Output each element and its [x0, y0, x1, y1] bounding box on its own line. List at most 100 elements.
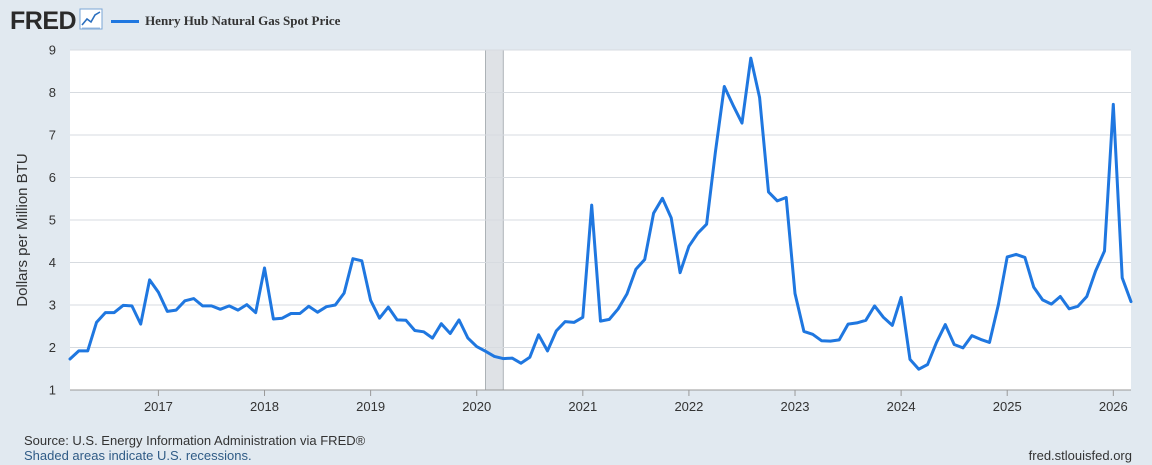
data-point[interactable] — [811, 333, 814, 336]
data-point[interactable] — [590, 203, 593, 207]
data-point[interactable] — [422, 330, 425, 333]
data-point[interactable] — [537, 333, 540, 336]
data-point[interactable] — [298, 312, 302, 315]
data-point[interactable] — [351, 257, 355, 260]
data-point[interactable] — [740, 121, 744, 125]
data-point[interactable] — [776, 199, 779, 203]
data-point[interactable] — [192, 297, 195, 300]
data-point[interactable] — [166, 310, 169, 313]
data-point[interactable] — [926, 363, 929, 366]
data-point[interactable] — [1067, 307, 1071, 310]
data-point[interactable] — [510, 356, 514, 360]
data-point[interactable] — [705, 223, 708, 226]
data-point[interactable] — [731, 104, 735, 107]
data-point[interactable] — [272, 317, 275, 321]
data-point[interactable] — [687, 245, 691, 248]
data-point[interactable] — [254, 311, 257, 314]
data-point[interactable] — [749, 56, 752, 60]
data-point[interactable] — [617, 307, 620, 310]
data-point[interactable] — [546, 349, 549, 353]
data-point[interactable] — [519, 362, 523, 365]
data-point[interactable] — [1014, 253, 1018, 256]
data-point[interactable] — [1121, 276, 1124, 279]
data-point[interactable] — [555, 329, 558, 333]
data-point[interactable] — [484, 350, 487, 353]
data-point[interactable] — [219, 308, 222, 311]
data-point[interactable] — [502, 357, 505, 360]
data-point[interactable] — [369, 299, 372, 302]
data-point[interactable] — [563, 320, 567, 323]
data-point[interactable] — [581, 316, 584, 319]
data-point[interactable] — [183, 299, 187, 302]
data-point[interactable] — [457, 318, 461, 322]
data-point[interactable] — [307, 305, 310, 308]
data-point[interactable] — [997, 303, 1000, 306]
data-point[interactable] — [829, 339, 832, 343]
recession-note[interactable]: Shaded areas indicate U.S. recessions. — [24, 448, 252, 463]
data-point[interactable] — [899, 296, 903, 299]
data-point[interactable] — [201, 304, 204, 308]
data-point[interactable] — [1103, 249, 1106, 253]
data-point[interactable] — [449, 332, 452, 335]
data-point[interactable] — [599, 319, 602, 323]
data-point[interactable] — [661, 197, 664, 200]
data-point[interactable] — [970, 334, 974, 337]
data-point[interactable] — [395, 318, 399, 322]
data-point[interactable] — [917, 368, 920, 371]
data-point[interactable] — [608, 318, 611, 321]
data-point[interactable] — [431, 336, 434, 340]
data-point[interactable] — [802, 330, 806, 333]
data-point[interactable] — [1076, 305, 1080, 308]
data-point[interactable] — [121, 304, 125, 307]
data-point[interactable] — [413, 329, 416, 332]
data-point[interactable] — [908, 358, 912, 361]
data-point[interactable] — [1129, 300, 1133, 303]
data-point[interactable] — [935, 341, 938, 344]
data-point[interactable] — [643, 258, 646, 261]
data-point[interactable] — [1094, 269, 1097, 273]
data-point[interactable] — [113, 311, 116, 314]
data-point[interactable] — [979, 338, 982, 341]
data-point[interactable] — [723, 85, 726, 88]
data-point[interactable] — [1085, 295, 1089, 298]
data-point[interactable] — [846, 322, 850, 326]
data-point[interactable] — [714, 150, 717, 154]
data-point[interactable] — [953, 343, 956, 346]
data-point[interactable] — [961, 346, 965, 350]
data-point[interactable] — [652, 212, 655, 215]
data-point[interactable] — [625, 292, 629, 296]
legend-label[interactable]: Henry Hub Natural Gas Spot Price — [145, 13, 341, 28]
data-point[interactable] — [1032, 285, 1035, 289]
data-point[interactable] — [148, 278, 151, 282]
data-point[interactable] — [1006, 255, 1009, 259]
data-point[interactable] — [1059, 295, 1062, 298]
data-point[interactable] — [245, 303, 248, 306]
fred-logo[interactable]: FRED — [10, 6, 77, 35]
data-point[interactable] — [696, 232, 699, 235]
data-point[interactable] — [360, 259, 363, 262]
data-point[interactable] — [387, 305, 390, 309]
data-point[interactable] — [404, 319, 408, 322]
data-point[interactable] — [157, 291, 160, 294]
data-point[interactable] — [882, 316, 885, 319]
data-point[interactable] — [440, 322, 443, 325]
data-point[interactable] — [325, 305, 328, 308]
data-point[interactable] — [670, 216, 673, 220]
data-point[interactable] — [678, 271, 682, 274]
data-point[interactable] — [316, 311, 319, 314]
data-point[interactable] — [634, 268, 638, 271]
data-point[interactable] — [139, 322, 142, 326]
data-point[interactable] — [572, 321, 576, 324]
data-point[interactable] — [174, 308, 178, 312]
data-point[interactable] — [793, 292, 797, 295]
data-point[interactable] — [891, 324, 894, 327]
data-point[interactable] — [378, 317, 381, 320]
data-point[interactable] — [130, 304, 134, 308]
data-point[interactable] — [104, 311, 107, 314]
data-point[interactable] — [263, 266, 266, 270]
data-point[interactable] — [289, 312, 293, 315]
data-point[interactable] — [466, 336, 470, 340]
data-point[interactable] — [281, 317, 284, 320]
data-point[interactable] — [342, 291, 346, 295]
data-point[interactable] — [236, 308, 240, 312]
